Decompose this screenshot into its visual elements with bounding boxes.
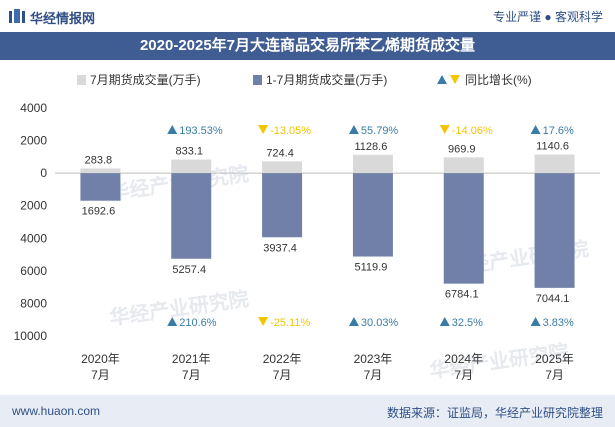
data-label-cumulative: 6784.1 [445, 289, 479, 301]
bar-monthly [171, 159, 212, 174]
growth-label-cumulative: 3.83% [543, 317, 574, 329]
brand-name: 华经情报网 [30, 11, 96, 26]
title-bar: 2020-2025年7月大连商品交易所苯乙烯期货成交量 [0, 32, 615, 60]
growth-up-triangle-icon [439, 317, 450, 326]
growth-label-cumulative: 30.03% [361, 317, 399, 329]
bar-monthly [352, 154, 393, 174]
legend-swatch-monthly [77, 75, 86, 85]
bar-cumulative [352, 173, 393, 257]
data-label-monthly: 969.9 [448, 143, 476, 155]
growth-label-cumulative: 210.6% [179, 317, 217, 329]
data-label-cumulative: 7044.1 [536, 293, 570, 305]
y-tick-label: 0 [40, 166, 47, 180]
data-source: 数据来源：证监局，华经产业研究院整理 [386, 406, 603, 420]
y-tick-label: 2000 [20, 134, 47, 148]
data-label-cumulative: 1692.6 [82, 206, 116, 218]
growth-label-monthly: -13.05% [270, 125, 311, 137]
x-tick-label: 2021年 [172, 352, 211, 366]
legend-down-triangle-icon [450, 75, 460, 84]
bar-cumulative [171, 173, 212, 259]
growth-label-monthly: -14.06% [452, 125, 493, 137]
growth-down-triangle-icon [258, 125, 269, 134]
site-url[interactable]: www.huaon.com [12, 404, 101, 418]
x-tick-label: 7月 [91, 368, 110, 382]
data-label-cumulative: 3937.4 [263, 242, 297, 254]
x-tick-label: 7月 [545, 368, 564, 382]
y-tick-label: 4000 [20, 101, 47, 115]
bar-monthly [262, 161, 303, 174]
x-tick-label: 2025年 [535, 352, 574, 366]
x-tick-label: 7月 [454, 368, 473, 382]
x-tick-label: 2022年 [263, 352, 302, 366]
growth-label-cumulative: 32.5% [452, 317, 483, 329]
growth-down-triangle-icon [258, 317, 269, 326]
data-label-cumulative: 5257.4 [172, 264, 206, 276]
x-tick-label: 7月 [182, 368, 201, 382]
growth-down-triangle-icon [439, 125, 450, 134]
bar-cumulative [443, 173, 484, 284]
legend-swatch-cumulative [253, 75, 262, 85]
legend-label-monthly: 7月期货成交量(万手) [90, 72, 201, 87]
x-tick-label: 7月 [364, 368, 383, 382]
bar-monthly [443, 157, 484, 174]
data-label-monthly: 833.1 [175, 146, 203, 158]
legend-label-cumulative: 1-7月期货成交量(万手) [266, 72, 387, 87]
growth-up-triangle-icon [167, 317, 178, 326]
chart-title: 2020-2025年7月大连商品交易所苯乙烯期货成交量 [139, 37, 476, 54]
data-label-monthly: 283.8 [85, 155, 113, 167]
data-label-cumulative: 5119.9 [355, 262, 388, 274]
y-tick-label: 4000 [20, 231, 47, 245]
legend-up-triangle-icon [437, 75, 447, 84]
x-tick-label: 7月 [273, 368, 292, 382]
data-label-monthly: 1128.6 [355, 141, 388, 153]
y-tick-label: 6000 [20, 264, 47, 278]
tagline: 专业严谨 ● 客观科学 [493, 10, 603, 24]
x-tick-label: 2024年 [444, 352, 483, 366]
legend-label-growth: 同比增长(%) [465, 73, 532, 87]
growth-up-triangle-icon [167, 125, 178, 134]
growth-label-cumulative: -25.11% [270, 317, 310, 329]
growth-up-triangle-icon [348, 125, 359, 134]
footer: www.huaon.com 数据来源：证监局，华经产业研究院整理 [0, 395, 615, 427]
growth-up-triangle-icon [530, 125, 541, 134]
growth-label-monthly: 193.53% [179, 125, 223, 137]
y-tick-label: 10000 [14, 329, 48, 343]
growth-up-triangle-icon [348, 317, 359, 326]
x-tick-label: 2023年 [354, 352, 393, 366]
top-bar: 华经情报网 专业严谨 ● 客观科学 [0, 0, 615, 32]
logo-icon [9, 9, 25, 23]
bar-cumulative [534, 173, 575, 288]
bar-cumulative [262, 173, 303, 238]
chart: 华经产业研究院华经产业研究院华经产业研究院华经产业研究院7月期货成交量(万手)1… [14, 72, 600, 383]
y-tick-label: 8000 [20, 296, 47, 310]
growth-label-monthly: 55.79% [361, 125, 399, 137]
growth-up-triangle-icon [530, 317, 541, 326]
data-label-monthly: 724.4 [266, 147, 294, 159]
bar-monthly [80, 168, 121, 174]
y-tick-label: 2000 [20, 199, 47, 213]
x-tick-label: 2020年 [81, 352, 120, 366]
bar-cumulative [80, 173, 121, 201]
data-label-monthly: 1140.6 [536, 141, 569, 153]
growth-label-monthly: 17.6% [543, 125, 574, 137]
bar-monthly [534, 154, 575, 174]
